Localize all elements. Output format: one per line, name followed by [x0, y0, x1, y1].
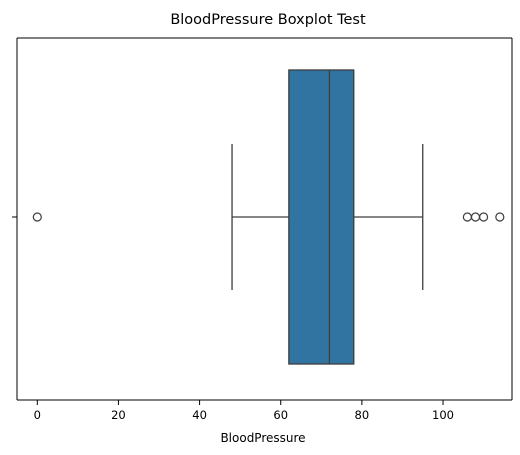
- outlier-point: [495, 212, 505, 222]
- plot-area: 0 20 40 60 80 100: [12, 37, 513, 422]
- x-tick-label: 40: [192, 408, 207, 422]
- x-tick-label: 20: [111, 408, 126, 422]
- chart-title: BloodPressure Boxplot Test: [170, 12, 366, 28]
- x-tick-label: 100: [432, 408, 454, 422]
- x-tick-label: 80: [355, 408, 370, 422]
- iqr-box: [288, 69, 355, 365]
- x-tick-label: 60: [273, 408, 288, 422]
- outlier-point: [462, 212, 472, 222]
- outlier-point: [470, 212, 481, 222]
- x-tick-label: 0: [34, 408, 41, 422]
- x-axis-label: BloodPressure: [220, 431, 305, 445]
- outlier-point: [32, 212, 42, 222]
- outlier-point: [478, 212, 489, 222]
